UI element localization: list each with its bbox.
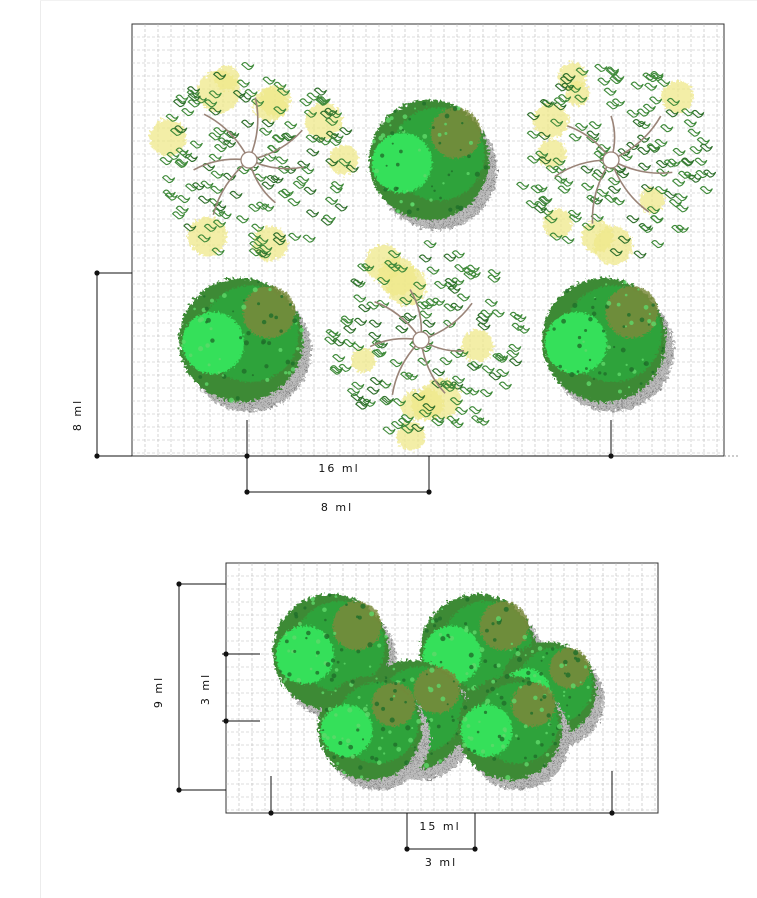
bottom-dim-horizontal-spacing-label: 3 ml bbox=[425, 856, 457, 869]
bottom-dim-vertical-spacing-label: 3 ml bbox=[199, 673, 212, 705]
top-dim-vertical: 8 ml bbox=[71, 270, 132, 459]
top-plan-trees bbox=[149, 61, 717, 451]
top-tree-3-trunk bbox=[554, 115, 673, 224]
bottom-dim-horizontal: 15 ml bbox=[268, 771, 615, 833]
page-left-rule bbox=[40, 0, 41, 898]
top-dim-vertical-label: 8 ml bbox=[71, 399, 84, 431]
top-plan: 8 ml 16 ml 8 ml bbox=[71, 23, 740, 514]
bottom-tree-6 bbox=[458, 674, 570, 790]
top-tree-4 bbox=[179, 278, 311, 412]
top-tree-1 bbox=[149, 61, 359, 261]
bottom-dim-horizontal-spacing: 3 ml bbox=[404, 813, 478, 869]
top-dim-spacing-label: 8 ml bbox=[321, 501, 353, 514]
bottom-dim-horizontal-label: 15 ml bbox=[419, 820, 460, 833]
top-dim-horizontal-label: 16 ml bbox=[318, 462, 359, 475]
bottom-plan: 9 ml 3 ml 15 ml 3 ml bbox=[152, 562, 659, 869]
page-top-rule bbox=[40, 0, 757, 1]
top-tree-5-trunk bbox=[369, 289, 473, 396]
bottom-plan-trees bbox=[273, 593, 604, 790]
bottom-dim-vertical-spacing: 3 ml bbox=[199, 651, 260, 724]
top-dim-spacing: 8 ml bbox=[244, 456, 432, 514]
top-tree-5 bbox=[324, 240, 531, 451]
bottom-dim-vertical: 9 ml bbox=[152, 581, 226, 793]
bottom-tree-5 bbox=[318, 676, 430, 790]
top-tree-3 bbox=[516, 62, 717, 265]
top-tree-6 bbox=[542, 278, 674, 412]
bottom-dim-vertical-label: 9 ml bbox=[152, 676, 165, 708]
bottom-tree-1 bbox=[273, 593, 397, 720]
top-tree-2 bbox=[369, 100, 497, 230]
top-tree-1-trunk bbox=[193, 97, 305, 216]
